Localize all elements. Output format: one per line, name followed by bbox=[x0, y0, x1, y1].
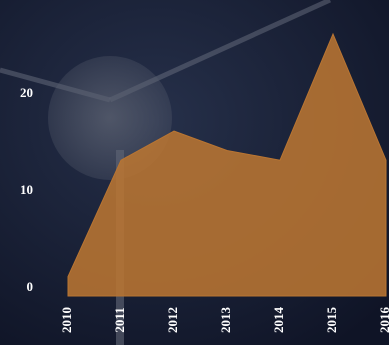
x-tick-label: 2012 bbox=[165, 307, 180, 333]
x-tick-label: 2016 bbox=[377, 307, 389, 334]
x-tick-label: 2011 bbox=[112, 307, 127, 332]
y-tick-label: 20 bbox=[20, 85, 33, 100]
x-tick-label: 2015 bbox=[324, 307, 339, 334]
x-tick-label: 2013 bbox=[218, 307, 233, 334]
x-tick-label: 2014 bbox=[271, 307, 286, 334]
plot: 0 10 20 2010 2011 2012 2013 2014 2015 2016 bbox=[20, 32, 389, 334]
y-tick-label: 0 bbox=[27, 279, 34, 294]
y-tick-label: 10 bbox=[20, 182, 33, 197]
area bbox=[67, 32, 387, 297]
x-tick-label: 2010 bbox=[59, 307, 74, 333]
